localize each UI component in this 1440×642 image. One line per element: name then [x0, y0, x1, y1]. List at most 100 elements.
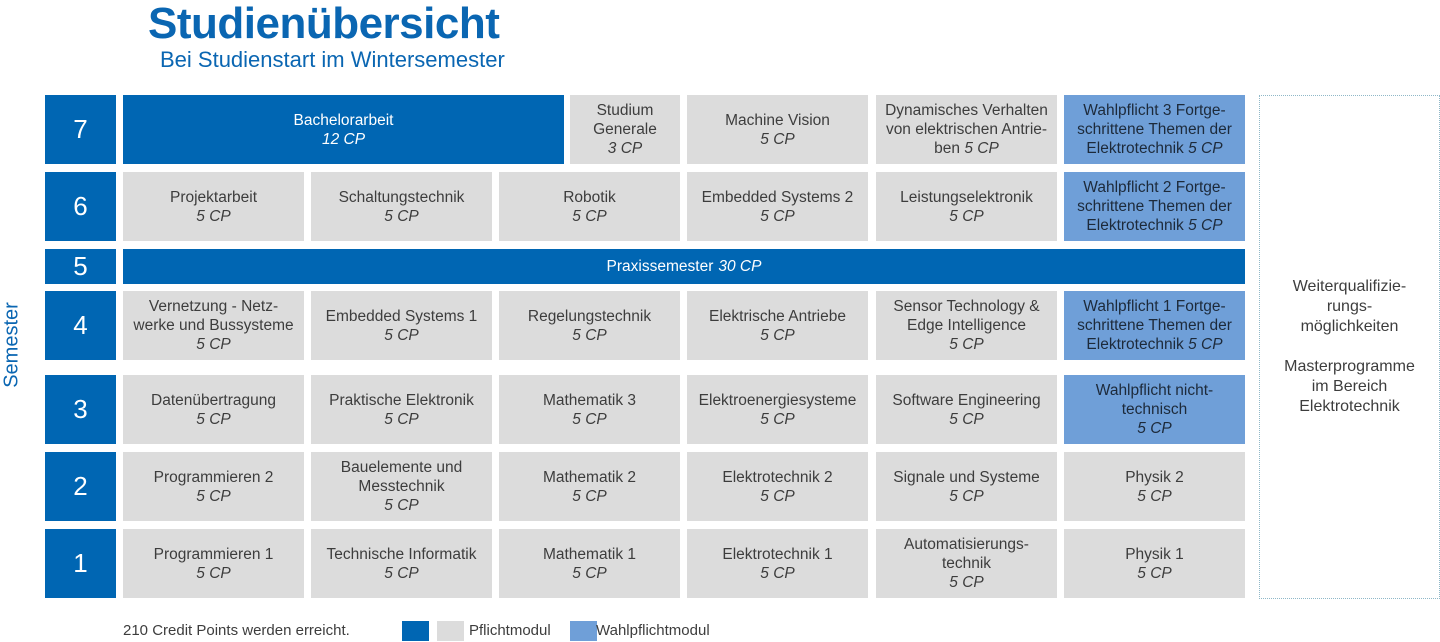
module-name-line3: Elektrotechnik — [1086, 217, 1184, 234]
module-name: Software Engineering — [892, 391, 1041, 409]
module-cp: 5 CP — [949, 336, 984, 353]
side-text-line1: Weiterqualifizie- — [1292, 278, 1407, 295]
module-elektrische-antriebe: Elektrische Antriebe 5 CP — [687, 291, 868, 360]
module-name: Praxissemester — [606, 258, 714, 275]
semester-number-5: 5 — [45, 249, 116, 284]
module-name-line3: ben — [934, 140, 961, 157]
semester-number-4: 4 — [45, 291, 116, 360]
module-name-line3: Elektrotechnik — [1086, 140, 1184, 157]
module-name-line2: schrittene Themen der — [1077, 121, 1232, 138]
module-name: Regelungstechnik — [527, 307, 652, 325]
module-name: Bachelorarbeit — [293, 111, 394, 129]
module-cp: 5 CP — [949, 207, 984, 225]
module-name: Robotik — [563, 188, 616, 206]
semester-number-6: 6 — [45, 172, 116, 241]
module-name: Schaltungstechnik — [338, 188, 465, 206]
module-projektarbeit: Projektarbeit 5 CP — [123, 172, 304, 241]
module-embedded-systems-2: Embedded Systems 2 5 CP — [687, 172, 868, 241]
module-cp: 5 CP — [572, 487, 607, 505]
module-name: Programmieren 2 — [153, 468, 274, 486]
module-cp: 5 CP — [384, 326, 419, 344]
page-subtitle: Bei Studienstart im Wintersemester — [160, 47, 505, 72]
module-cp: 5 CP — [1137, 487, 1172, 505]
semester-axis-label: Semester — [0, 290, 24, 400]
module-cp: 5 CP — [196, 410, 231, 428]
module-leistungselektronik: Leistungselektronik 5 CP — [876, 172, 1057, 241]
module-name-line2: Edge Intelligence — [907, 317, 1026, 334]
module-praktische-elektronik: Praktische Elektronik 5 CP — [311, 375, 492, 444]
module-cp: 5 CP — [572, 207, 607, 225]
module-cp: 5 CP — [760, 410, 795, 428]
module-cp: 30 CP — [718, 258, 762, 275]
module-name: Machine Vision — [725, 111, 830, 129]
module-machine-vision: Machine Vision 5 CP — [687, 95, 868, 164]
module-name: Embedded Systems 2 — [701, 188, 854, 206]
module-name-line1: Studium — [596, 102, 654, 119]
side-text-line4: Masterprogramme — [1284, 358, 1415, 375]
further-qualification-box: Weiterqualifizie- rungs- möglichkeiten M… — [1259, 95, 1440, 599]
legend-swatch-pflicht-grey — [437, 621, 464, 641]
module-cp: 5 CP — [196, 564, 231, 582]
module-cp: 5 CP — [1188, 336, 1223, 353]
module-physik-1: Physik 1 5 CP — [1064, 529, 1245, 598]
module-name: Elektroenergiesysteme — [698, 391, 857, 409]
module-name-line1: Vernetzung - Netz- — [148, 298, 279, 315]
module-elektrotechnik-2: Elektrotechnik 2 5 CP — [687, 452, 868, 521]
module-name: Mathematik 3 — [542, 391, 637, 409]
legend: 210 Credit Points werden erreicht. Pflic… — [0, 621, 1440, 641]
module-name: Physik 1 — [1125, 545, 1184, 563]
legend-label-wahlpflicht: Wahlpflichtmodul — [596, 622, 710, 639]
module-name: Elektrotechnik 2 — [722, 468, 833, 486]
module-name-line2: von elektrischen Antrie- — [885, 121, 1048, 138]
semester-axis-text: Semester — [0, 302, 23, 388]
module-studium-generale: Studium Generale 3 CP — [570, 95, 680, 164]
module-programmieren-1: Programmieren 1 5 CP — [123, 529, 304, 598]
module-cp: 5 CP — [384, 564, 419, 582]
module-mathematik-2: Mathematik 2 5 CP — [499, 452, 680, 521]
credits-note: 210 Credit Points werden erreicht. — [123, 622, 350, 639]
module-name-line1: Automatisierungs- — [904, 536, 1029, 553]
module-cp: 5 CP — [1188, 217, 1223, 234]
module-cp: 5 CP — [760, 487, 795, 505]
module-cp: 5 CP — [384, 207, 419, 225]
module-physik-2: Physik 2 5 CP — [1064, 452, 1245, 521]
module-software-engineering: Software Engineering 5 CP — [876, 375, 1057, 444]
module-name-line1: Sensor Technology & — [893, 298, 1040, 315]
module-wahlpflicht-nichttechnisch: Wahlpflicht nicht- technisch 5 CP — [1064, 375, 1245, 444]
module-name: Mathematik 2 — [542, 468, 637, 486]
module-cp: 5 CP — [572, 326, 607, 344]
module-automatisierungstechnik: Automatisierungs- technik 5 CP — [876, 529, 1057, 598]
side-text-line3: möglichkeiten — [1300, 318, 1399, 335]
module-name-line2: Generale — [593, 121, 657, 138]
module-name-line1: Wahlpflicht nicht- — [1095, 382, 1214, 399]
module-name: Elektrische Antriebe — [709, 307, 846, 325]
module-cp: 5 CP — [964, 140, 999, 157]
module-sensor-technology: Sensor Technology & Edge Intelligence 5 … — [876, 291, 1057, 360]
module-name-line2: schrittene Themen der — [1077, 198, 1232, 215]
page-title: Studienübersicht — [148, 0, 500, 48]
legend-label-pflicht: Pflichtmodul — [469, 622, 551, 639]
module-signale-und-systeme: Signale und Systeme 5 CP — [876, 452, 1057, 521]
module-name-line3: Elektrotechnik — [1086, 336, 1184, 353]
module-name-line2: werke und Bussysteme — [133, 317, 294, 334]
module-name-line2: Messtechnik — [358, 478, 445, 495]
module-name-line3-with-cp: ben 5 CP — [934, 139, 999, 158]
legend-swatch-wahlpflicht — [570, 621, 597, 641]
module-robotik: Robotik 5 CP — [499, 172, 680, 241]
module-name: Praktische Elektronik — [329, 391, 474, 409]
semester-number-2: 2 — [45, 452, 116, 521]
module-cp: 5 CP — [949, 410, 984, 428]
module-name: Mathematik 1 — [542, 545, 637, 563]
module-wahlpflicht-2: Wahlpflicht 2 Fortge- schrittene Themen … — [1064, 172, 1245, 241]
module-praxissemester: Praxissemester 30 CP — [123, 249, 1245, 284]
module-cp: 5 CP — [760, 326, 795, 344]
module-cp: 5 CP — [572, 564, 607, 582]
module-name-line1: Wahlpflicht 1 Fortge- — [1083, 298, 1226, 315]
module-cp: 12 CP — [321, 130, 366, 148]
module-cp: 5 CP — [384, 497, 419, 514]
module-technische-informatik: Technische Informatik 5 CP — [311, 529, 492, 598]
side-text-line6: Elektrotechnik — [1299, 398, 1400, 415]
module-cp: 5 CP — [949, 574, 984, 591]
semester-number-1: 1 — [45, 529, 116, 598]
module-mathematik-3: Mathematik 3 5 CP — [499, 375, 680, 444]
